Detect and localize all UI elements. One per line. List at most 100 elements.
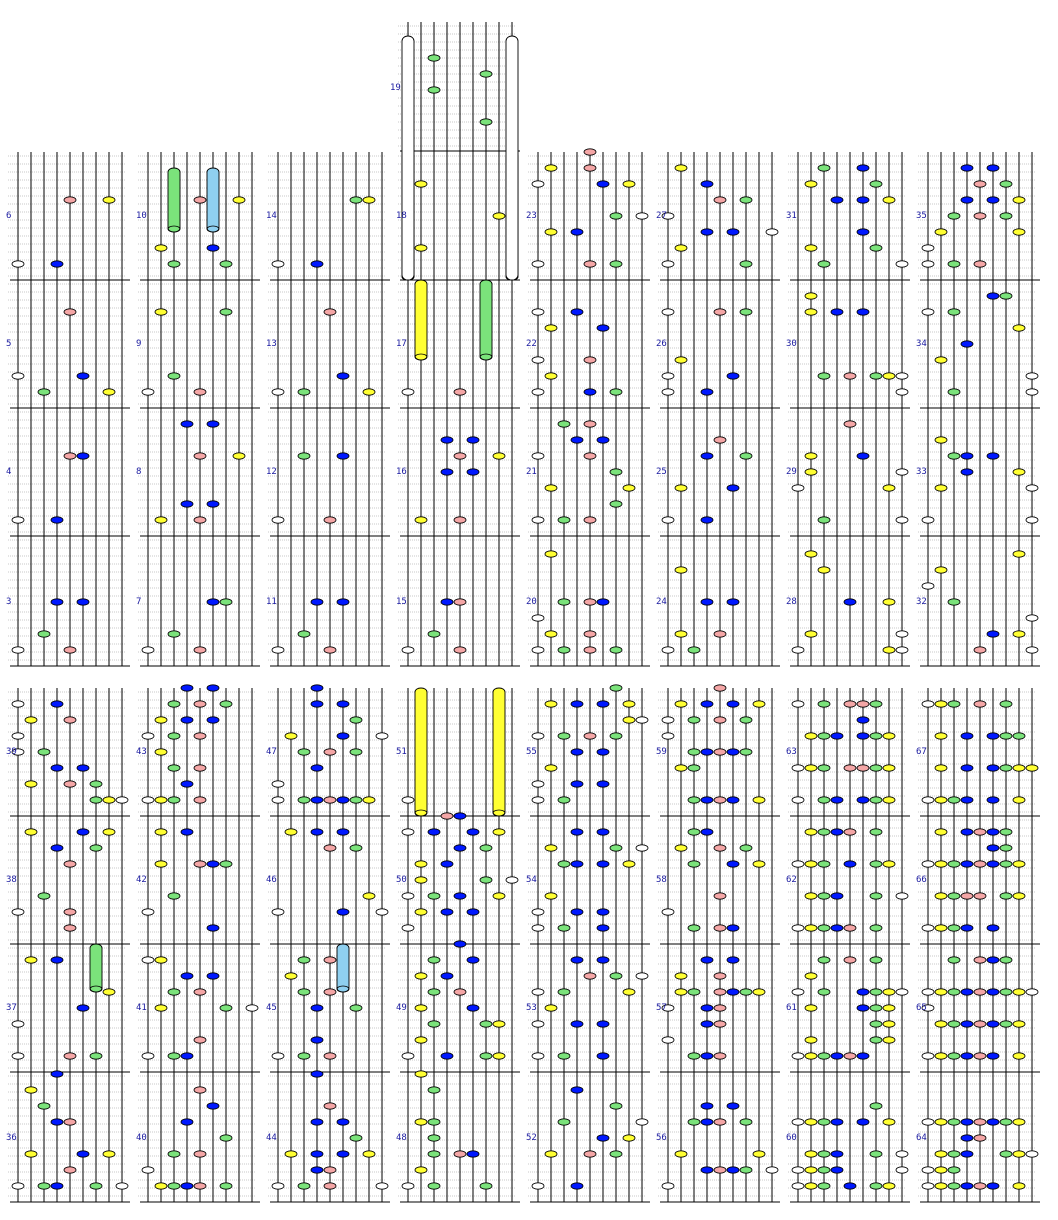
note-marker-g [947, 796, 961, 804]
note-marker-g [479, 118, 493, 126]
note-marker-b [180, 972, 194, 980]
note-marker-y [882, 1182, 896, 1190]
note-marker-b [960, 988, 974, 996]
note-marker-w [531, 908, 545, 916]
note-marker-w [531, 1182, 545, 1190]
note-marker-b [960, 164, 974, 172]
note-marker-g [869, 700, 883, 708]
note-marker-g [349, 196, 363, 204]
note-marker-g [739, 260, 753, 268]
note-marker-g [167, 1150, 181, 1158]
note-marker-g [999, 956, 1013, 964]
note-marker-y [882, 598, 896, 606]
note-marker-b [336, 908, 350, 916]
note-marker-w [531, 1052, 545, 1060]
block-label-29: 29 [786, 467, 797, 477]
note-marker-p [713, 988, 727, 996]
block-label-36: 36 [6, 1133, 17, 1143]
block-label-40: 40 [136, 1133, 147, 1143]
note-marker-g [167, 260, 181, 268]
note-marker-y [804, 292, 818, 300]
note-marker-g [609, 1150, 623, 1158]
note-marker-b [453, 844, 467, 852]
note-marker-w [895, 630, 909, 638]
note-marker-y [804, 630, 818, 638]
note-marker-g [947, 988, 961, 996]
note-marker-b [310, 764, 324, 772]
note-marker-b [700, 180, 714, 188]
note-marker-b [726, 700, 740, 708]
note-marker-g [817, 732, 831, 740]
note-marker-p [193, 1182, 207, 1190]
note-marker-y [414, 908, 428, 916]
note-marker-b [830, 1052, 844, 1060]
note-marker-w [921, 700, 935, 708]
note-marker-g [817, 828, 831, 836]
note-marker-p [713, 1020, 727, 1028]
note-marker-b [700, 1102, 714, 1110]
note-marker-b [570, 700, 584, 708]
note-marker-g [817, 1150, 831, 1158]
note-marker-y [804, 828, 818, 836]
note-marker-y [102, 796, 116, 804]
block-label-49: 49 [396, 1003, 407, 1013]
note-marker-g [869, 244, 883, 252]
note-marker-p [713, 1052, 727, 1060]
note-marker-y [414, 972, 428, 980]
block-label-42: 42 [136, 875, 147, 885]
note-marker-p [193, 516, 207, 524]
note-marker-y [1012, 228, 1026, 236]
note-marker-b [726, 1166, 740, 1174]
note-marker-g [999, 212, 1013, 220]
note-marker-b [596, 324, 610, 332]
block-label-18: 18 [396, 211, 407, 221]
note-marker-y [362, 1150, 376, 1158]
note-marker-g [687, 924, 701, 932]
note-marker-p [583, 646, 597, 654]
note-marker-p [63, 646, 77, 654]
sustained-note-white [505, 35, 519, 281]
note-marker-b [986, 828, 1000, 836]
note-marker-g [739, 196, 753, 204]
note-marker-w [531, 796, 545, 804]
note-marker-g [557, 646, 571, 654]
note-marker-p [583, 1150, 597, 1158]
note-marker-w [245, 1004, 259, 1012]
note-marker-g [167, 630, 181, 638]
note-marker-w [531, 388, 545, 396]
note-marker-w [921, 860, 935, 868]
note-marker-g [557, 516, 571, 524]
note-marker-w [11, 732, 25, 740]
note-marker-b [960, 828, 974, 836]
block-label-54: 54 [526, 875, 537, 885]
block-label-10: 10 [136, 211, 147, 221]
note-marker-p [63, 452, 77, 460]
note-marker-g [609, 388, 623, 396]
note-marker-g [869, 796, 883, 804]
note-marker-g [167, 700, 181, 708]
note-marker-w [661, 1182, 675, 1190]
note-marker-w [635, 844, 649, 852]
note-marker-w [401, 892, 415, 900]
note-marker-g [427, 54, 441, 62]
note-marker-b [310, 598, 324, 606]
block-label-45: 45 [266, 1003, 277, 1013]
note-marker-g [479, 70, 493, 78]
block-label-52: 52 [526, 1133, 537, 1143]
note-marker-w [115, 1182, 129, 1190]
block-label-8: 8 [136, 467, 141, 477]
note-marker-g [37, 748, 51, 756]
note-marker-g [869, 860, 883, 868]
note-marker-y [674, 988, 688, 996]
block-label-61: 61 [786, 1003, 797, 1013]
note-marker-g [297, 988, 311, 996]
note-marker-w [531, 924, 545, 932]
block-label-4: 4 [6, 467, 11, 477]
note-marker-g [947, 212, 961, 220]
block-label-28: 28 [786, 597, 797, 607]
note-marker-b [336, 700, 350, 708]
note-marker-g [869, 1020, 883, 1028]
block-label-24: 24 [656, 597, 667, 607]
note-marker-y [1012, 860, 1026, 868]
note-marker-b [830, 1150, 844, 1158]
